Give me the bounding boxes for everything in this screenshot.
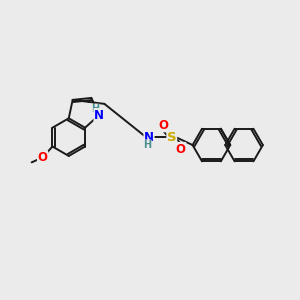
Text: O: O	[176, 142, 186, 155]
Text: O: O	[38, 151, 47, 164]
Text: H: H	[91, 104, 99, 114]
Text: S: S	[167, 130, 177, 144]
Text: N: N	[144, 130, 154, 144]
Text: N: N	[94, 109, 104, 122]
Text: H: H	[143, 140, 151, 150]
Text: O: O	[158, 119, 168, 132]
